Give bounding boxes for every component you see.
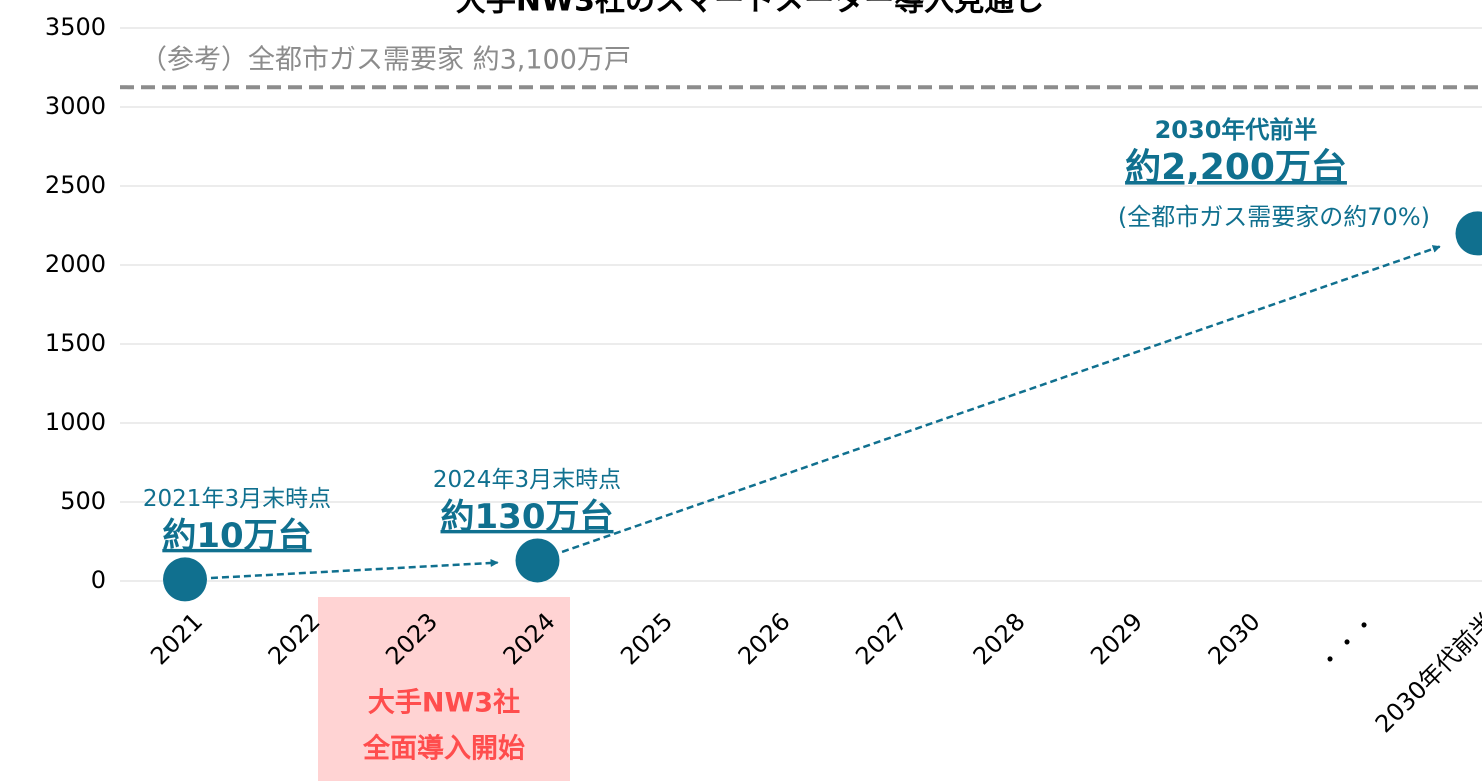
y-tick-label: 3000 <box>45 92 106 120</box>
y-tick-label: 0 <box>91 566 106 594</box>
data-point <box>1455 211 1482 256</box>
point-subnote: (全都市ガス需要家の約70%) <box>1118 203 1430 231</box>
point-note: 2021年3月末時点 <box>143 486 331 512</box>
point-note: 2024年3月末時点 <box>433 467 621 493</box>
x-tick-label: 2030 <box>1203 607 1266 670</box>
x-tick-label: 2026 <box>733 607 796 670</box>
data-point <box>163 557 207 602</box>
y-tick-label: 3500 <box>45 13 106 41</box>
x-tick-label: 2025 <box>615 607 678 670</box>
highlight-text: 全面導入開始 <box>362 733 525 765</box>
y-tick-label: 1000 <box>45 408 106 436</box>
value-label: 約130万台 <box>441 497 614 537</box>
chart-title: 大手NW3社のスマートメーター導入見通し <box>456 0 1044 19</box>
x-tick-label: 2027 <box>850 607 913 670</box>
x-tick-label: 2030年代前半 <box>1370 607 1482 738</box>
reference-label: （参考）全都市ガス需要家 約3,100万戸 <box>140 45 631 76</box>
x-tick-label: 2022 <box>263 607 326 670</box>
value-label: 約2,200万台 <box>1125 147 1347 188</box>
y-tick-label: 2500 <box>45 171 106 199</box>
x-tick-label: ・・・ <box>1312 607 1383 678</box>
y-tick-label: 1500 <box>45 329 106 357</box>
highlight-box <box>318 597 570 781</box>
x-tick-label: 2028 <box>968 607 1031 670</box>
data-point <box>515 538 560 583</box>
y-tick-label: 500 <box>60 487 106 515</box>
x-tick-label: 2021 <box>145 607 208 670</box>
x-tick-label: 2029 <box>1085 607 1148 670</box>
y-tick-label: 2000 <box>45 250 106 278</box>
value-label: 約10万台 <box>162 516 311 556</box>
highlight-text: 大手NW3社 <box>368 687 520 719</box>
trend-arrow <box>561 245 1441 554</box>
trend-arrow <box>210 558 499 580</box>
point-note: 2030年代前半 <box>1155 116 1318 144</box>
